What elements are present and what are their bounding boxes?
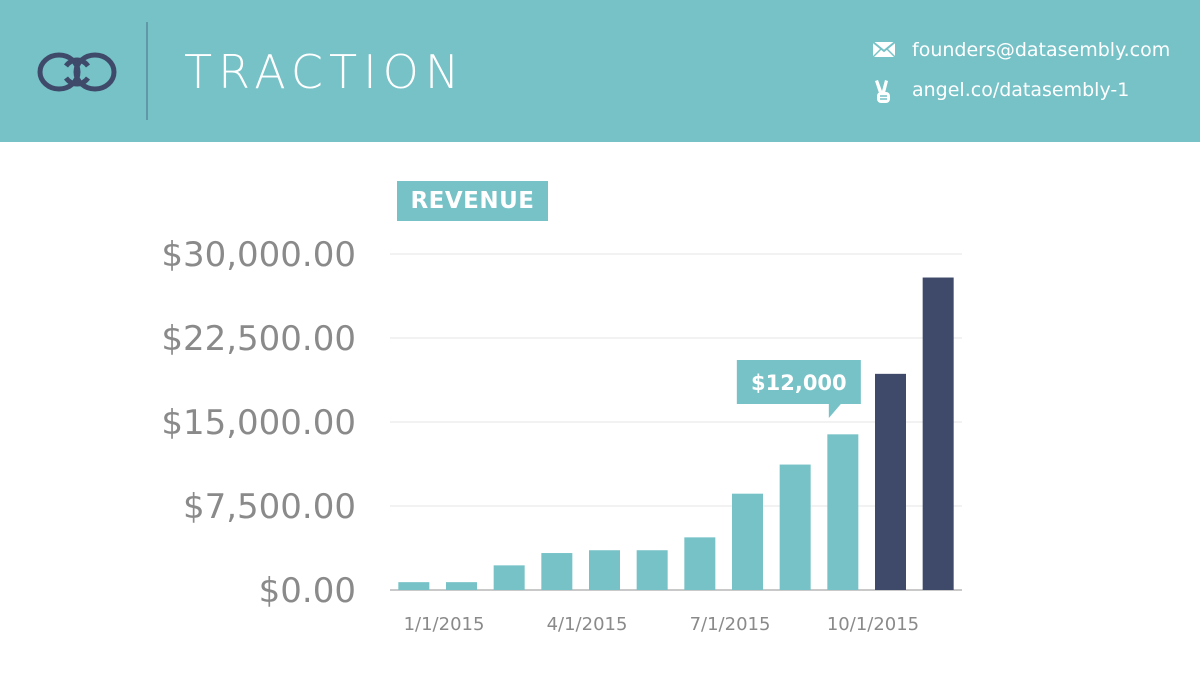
y-tick-label: $15,000.00 (161, 403, 356, 443)
bar-9 (779, 464, 811, 590)
bar-1 (398, 582, 430, 590)
callout-label: $12,000 (751, 371, 847, 395)
y-tick-label: $0.00 (259, 571, 356, 611)
bar-4 (541, 553, 573, 590)
bar-8 (732, 493, 763, 590)
bar-6 (636, 550, 668, 590)
angel-link[interactable]: angel.co/datasembly-1 (912, 79, 1130, 101)
callout-bubble (736, 360, 861, 418)
y-tick-label: $7,500.00 (183, 487, 356, 527)
bar-3 (493, 565, 525, 590)
x-tick-label: 4/1/2015 (547, 614, 628, 635)
header-bar: TRACTION founders@datasembly.com angel.c… (0, 0, 1200, 142)
x-tick-label: 10/1/2015 (827, 614, 919, 635)
infinity-logo-icon (37, 52, 117, 92)
email-link[interactable]: founders@datasembly.com (912, 39, 1171, 61)
bar-10 (827, 434, 859, 590)
x-tick-label: 1/1/2015 (404, 614, 485, 635)
y-tick-label: $30,000.00 (161, 235, 356, 275)
peace-hand-icon (875, 80, 890, 103)
chart-title-badge: REVENUE (397, 181, 548, 221)
bar-12 (922, 277, 954, 590)
envelope-icon (872, 41, 896, 58)
x-tick-label: 7/1/2015 (690, 614, 771, 635)
y-tick-label: $22,500.00 (161, 319, 356, 359)
bar-2 (446, 582, 477, 590)
header-divider (146, 22, 148, 120)
bar-5 (589, 550, 620, 590)
bar-7 (684, 537, 716, 590)
bar-11 (875, 373, 906, 590)
page-title: TRACTION (184, 45, 466, 99)
